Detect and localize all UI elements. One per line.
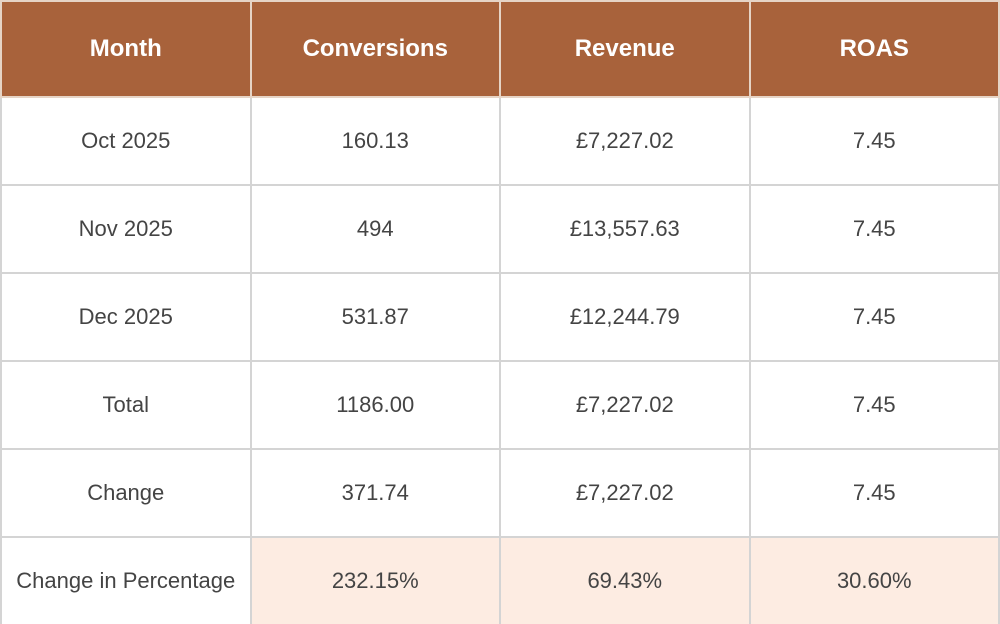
- table-cell: 7.45: [748, 272, 1000, 362]
- month-pill: Dec 2025: [78, 304, 173, 329]
- table-row: Nov 2025 494 £13,557.63 7.45: [0, 184, 1000, 274]
- header-row: Month Conversions Revenue ROAS: [0, 0, 1000, 98]
- table-cell: 232.15%: [249, 536, 501, 624]
- table-cell: 7.45: [748, 184, 1000, 274]
- table-cell: 7.45: [748, 448, 1000, 538]
- table-cell: 69.43%: [499, 536, 751, 624]
- header-cell: Month: [0, 0, 252, 98]
- table-cell: Change in Percentage: [0, 536, 252, 624]
- table-cell: Oct 2025: [0, 96, 252, 186]
- table-cell: £7,227.02: [499, 360, 751, 450]
- table-cell: £7,227.02: [499, 96, 751, 186]
- header-cell: Conversions: [249, 0, 501, 98]
- table-cell: Total: [0, 360, 252, 450]
- header-cell: Revenue: [499, 0, 751, 98]
- table-cell: 160.13: [249, 96, 501, 186]
- table-row: Change 371.74 £7,227.02 7.45: [0, 448, 1000, 538]
- table-cell: £7,227.02: [499, 448, 751, 538]
- table-head: Month Conversions Revenue ROAS: [0, 0, 1000, 98]
- table-cell: 371.74: [249, 448, 501, 538]
- table-cell: 531.87: [249, 272, 501, 362]
- table-cell: 7.45: [748, 360, 1000, 450]
- table-cell: £13,557.63: [499, 184, 751, 274]
- table-cell: Nov 2025: [0, 184, 252, 274]
- table-row: Dec 2025 531.87 £12,244.79 7.45: [0, 272, 1000, 362]
- table-cell: Dec 2025: [0, 272, 252, 362]
- table-row: Oct 2025 160.13 £7,227.02 7.45: [0, 96, 1000, 186]
- table-row: Total 1186.00 £7,227.02 7.45: [0, 360, 1000, 450]
- table-body: Oct 2025 160.13 £7,227.02 7.45 Nov 2025 494 £1…: [0, 96, 1000, 624]
- table-cell: 1186.00: [249, 360, 501, 450]
- month-pill: Oct 2025: [81, 128, 171, 153]
- table-cell: 494: [249, 184, 501, 274]
- table-cell: 30.60%: [748, 536, 1000, 624]
- table-cell: £12,244.79: [499, 272, 751, 362]
- table-cell: 7.45: [748, 96, 1000, 186]
- month-pill: Nov 2025: [78, 216, 173, 241]
- table-row: Change in Percentage 232.15% 69.43% 30.60%: [0, 536, 1000, 624]
- header-cell: ROAS: [748, 0, 1000, 98]
- table-cell: Change: [0, 448, 252, 538]
